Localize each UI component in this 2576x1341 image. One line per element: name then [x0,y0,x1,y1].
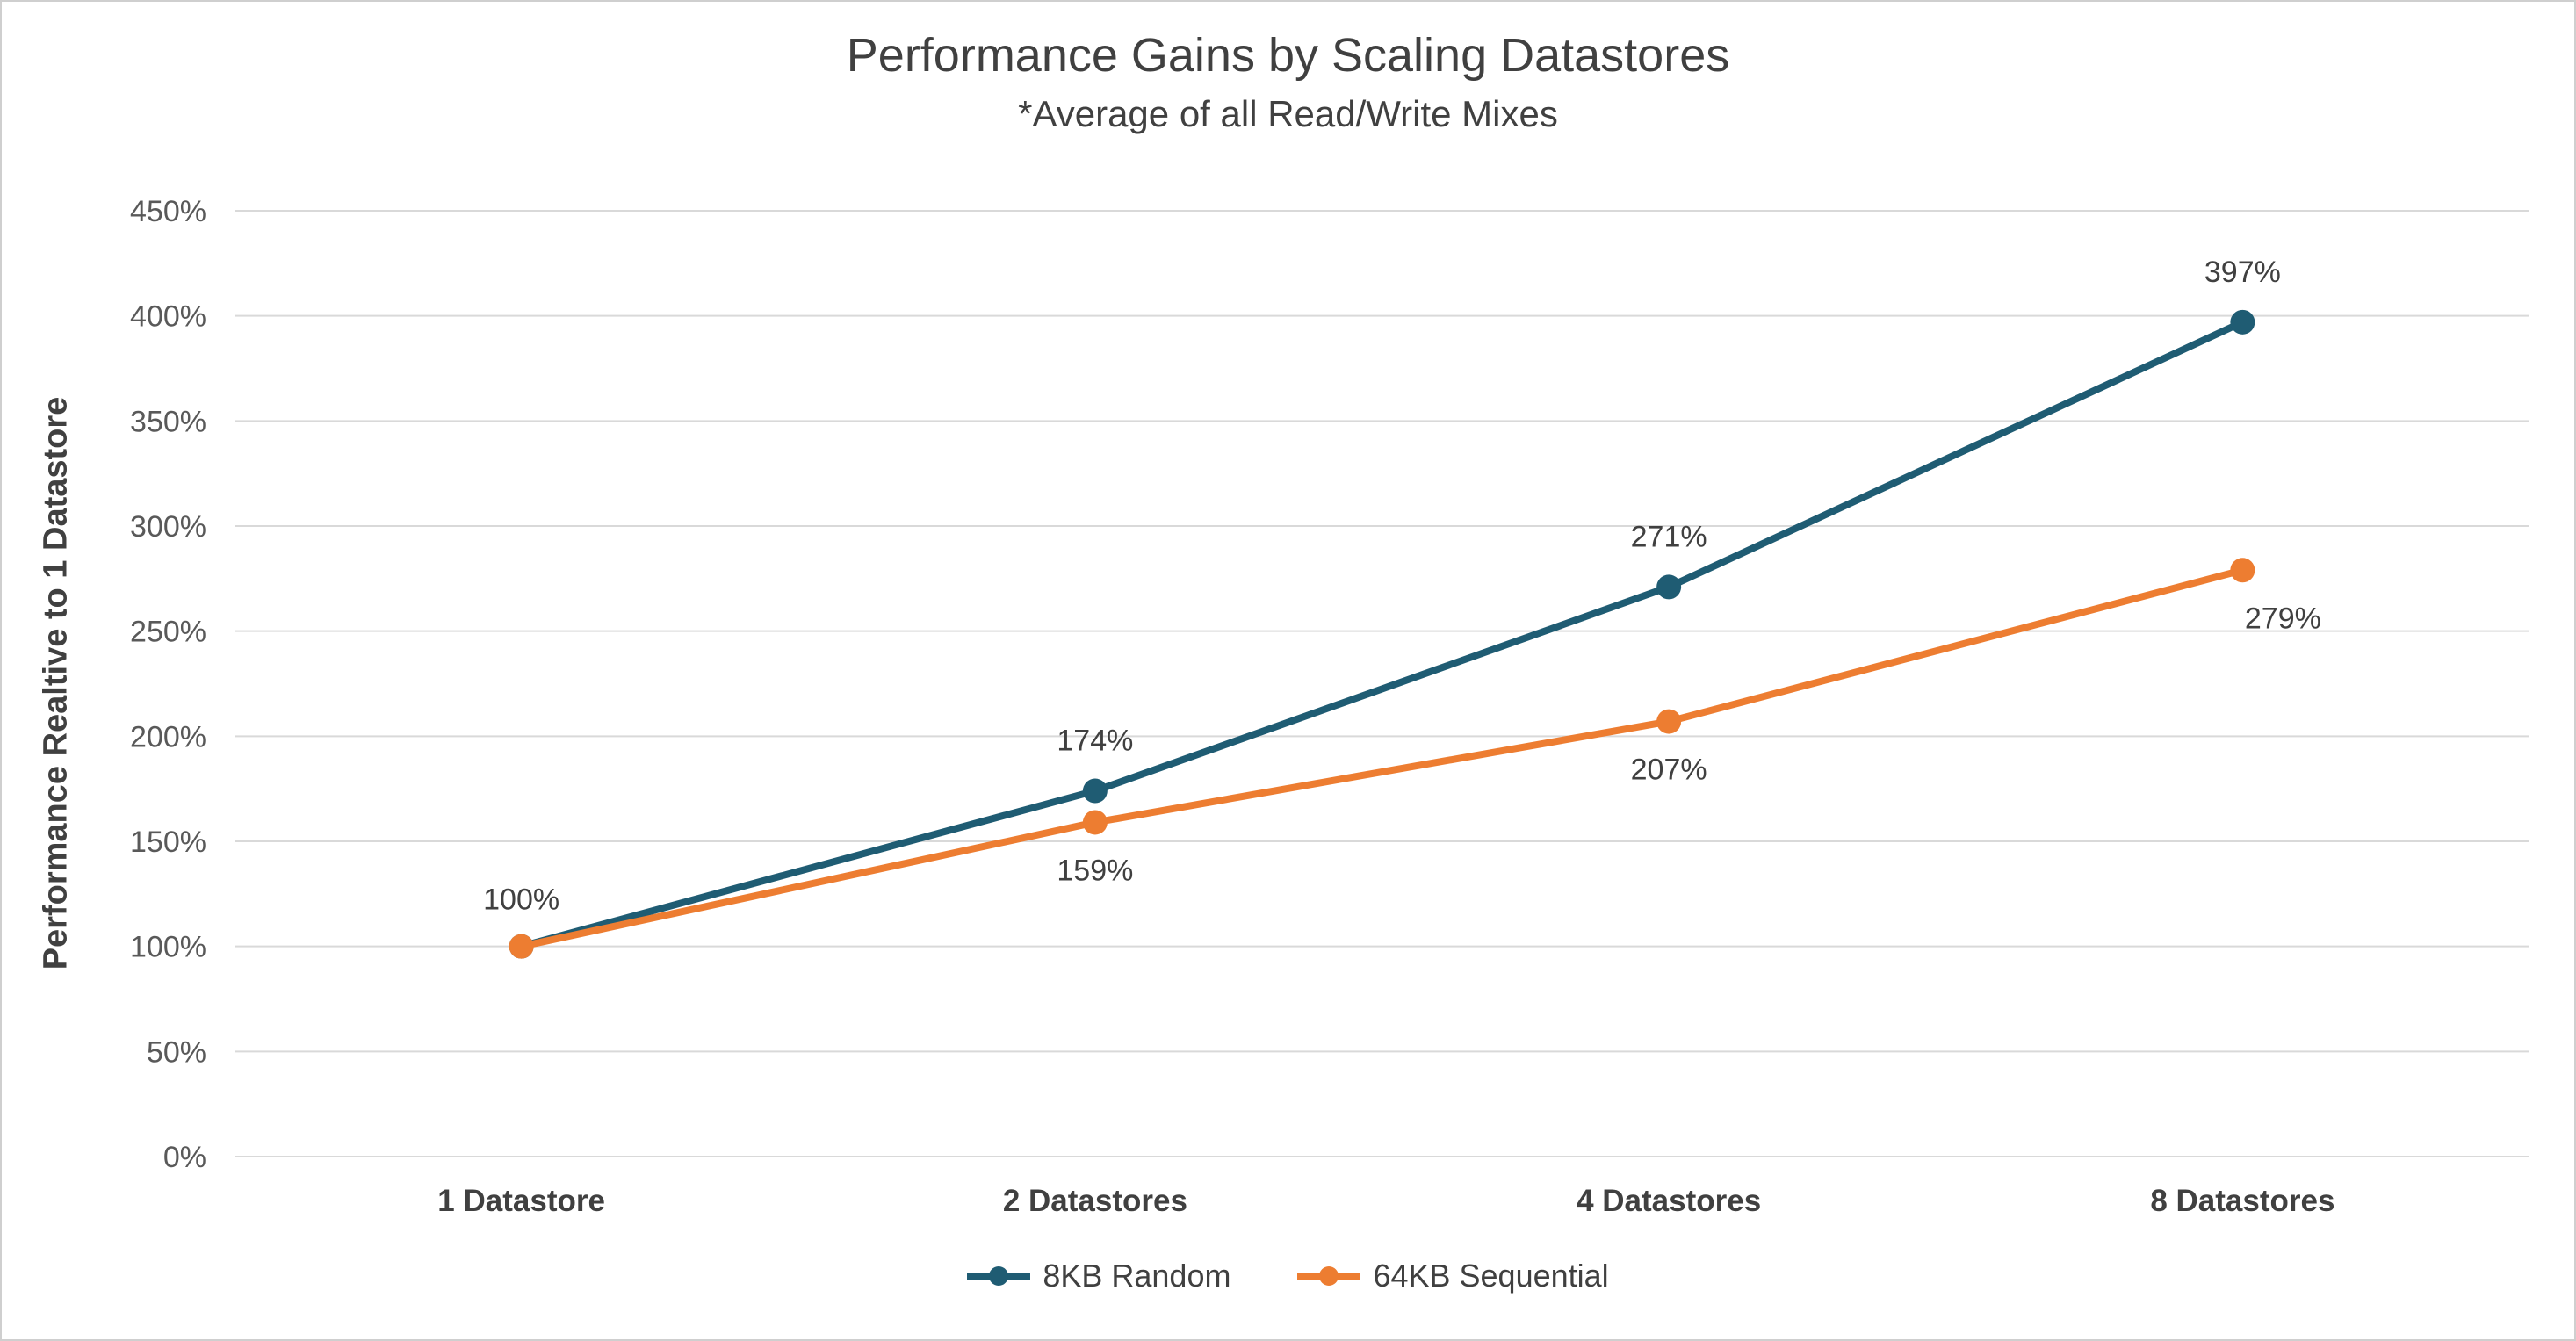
chart-subtitle: *Average of all Read/Write Mixes [1018,93,1558,134]
x-category-label: 4 Datastores [1577,1184,1761,1218]
data-point [509,934,534,959]
y-tick-label: 250% [130,616,206,649]
series-line [517,318,2247,950]
y-tick-label: 200% [130,720,206,753]
x-category-label: 8 Datastores [2150,1184,2334,1218]
series-line [517,566,2247,950]
data-point [1656,574,1682,600]
data-point [1082,810,1108,835]
data-label: 279% [2245,602,2321,635]
data-label: 159% [1057,854,1133,887]
legend-label: 64KB Sequential [1373,1258,1609,1294]
data-label: 207% [1631,753,1707,787]
legend-item-64kb-sequential: 64KB Sequential [1297,1258,1609,1294]
legend-line-icon [967,1266,1031,1286]
legend-label: 8KB Random [1043,1258,1231,1294]
data-point [1082,778,1108,804]
y-tick-label: 150% [130,826,206,859]
data-label: 100% [483,883,559,917]
legend-item-8kb-random: 8KB Random [967,1258,1230,1294]
data-point [1656,709,1682,734]
y-tick-label: 450% [130,195,206,228]
x-category-label: 1 Datastore [437,1184,605,1218]
data-label: 397% [2204,256,2281,289]
data-label: 271% [1631,520,1707,553]
y-tick-label: 100% [130,931,206,964]
legend-dot-icon [1319,1266,1339,1286]
y-tick-label: 0% [163,1141,206,1174]
legend-dot-icon [989,1266,1009,1286]
y-tick-label: 400% [130,300,206,334]
data-point [2230,309,2255,335]
y-tick-label: 350% [130,405,206,438]
data-label: 174% [1057,725,1133,758]
y-tick-label: 300% [130,510,206,544]
chart-legend: 8KB Random 64KB Sequential [2,1258,2574,1294]
legend-line-icon [1297,1266,1361,1286]
chart-title: Performance Gains by Scaling Datastores [846,29,1730,82]
y-tick-label: 50% [147,1035,206,1069]
x-category-label: 2 Datastores [1003,1184,1187,1218]
data-point [2230,558,2255,583]
